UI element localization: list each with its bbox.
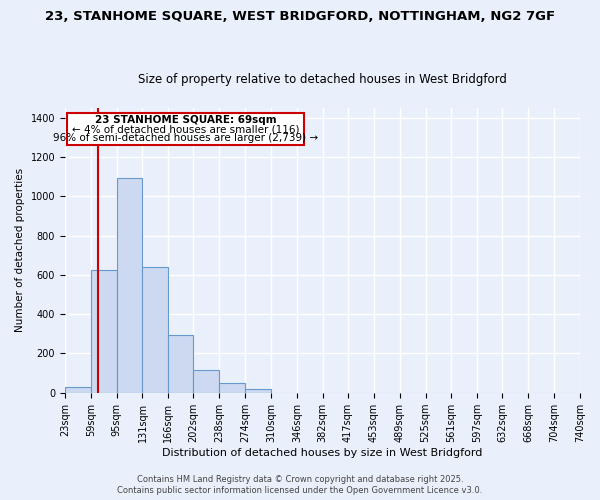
Text: 96% of semi-detached houses are larger (2,739) →: 96% of semi-detached houses are larger (… [53, 134, 318, 143]
Text: Contains HM Land Registry data © Crown copyright and database right 2025.: Contains HM Land Registry data © Crown c… [137, 475, 463, 484]
Bar [245, 389, 271, 392]
Bar [142, 267, 167, 392]
Bar [220, 383, 245, 392]
Bar [193, 370, 220, 392]
Text: 23, STANHOME SQUARE, WEST BRIDGFORD, NOTTINGHAM, NG2 7GF: 23, STANHOME SQUARE, WEST BRIDGFORD, NOT… [45, 10, 555, 23]
Bar [91, 270, 116, 392]
Text: 23 STANHOME SQUARE: 69sqm: 23 STANHOME SQUARE: 69sqm [95, 116, 277, 126]
FancyBboxPatch shape [67, 113, 304, 146]
Title: Size of property relative to detached houses in West Bridgford: Size of property relative to detached ho… [138, 73, 507, 86]
Text: Contains public sector information licensed under the Open Government Licence v3: Contains public sector information licen… [118, 486, 482, 495]
Bar [116, 178, 142, 392]
Bar [65, 387, 91, 392]
Text: ← 4% of detached houses are smaller (116): ← 4% of detached houses are smaller (116… [72, 124, 299, 134]
X-axis label: Distribution of detached houses by size in West Bridgford: Distribution of detached houses by size … [162, 448, 482, 458]
Bar [167, 335, 193, 392]
Y-axis label: Number of detached properties: Number of detached properties [15, 168, 25, 332]
